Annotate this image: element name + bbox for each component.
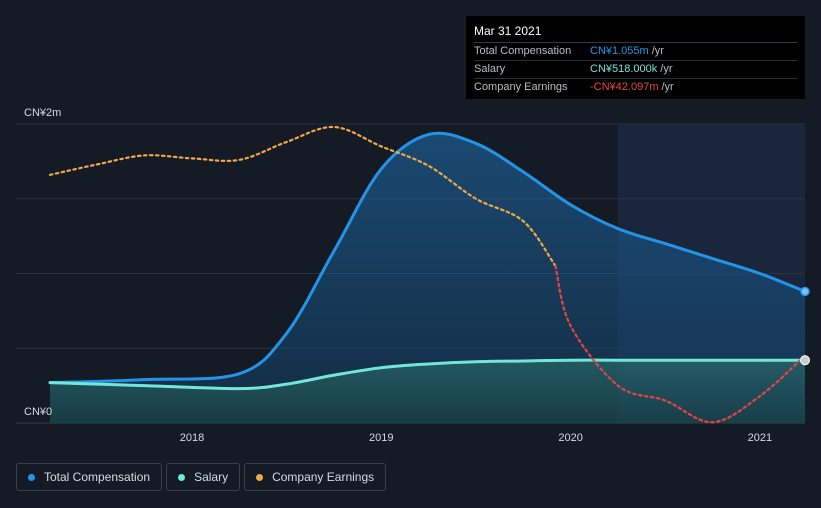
legend-dot-icon	[178, 473, 186, 481]
tooltip-label: Company Earnings	[474, 81, 568, 93]
x-tick-label: 2020	[558, 432, 582, 444]
y-tick-label-top: CN¥2m	[24, 107, 62, 119]
y-tick-label-bottom: CN¥0	[24, 406, 53, 418]
total-compensation-marker	[800, 286, 810, 297]
tooltip-value: CN¥1.055m	[590, 45, 649, 57]
tooltip-unit: /yr	[661, 81, 674, 93]
legend-item-total-compensation[interactable]: Total Compensation	[16, 463, 163, 491]
salary-marker	[800, 355, 810, 366]
legend: Total Compensation Salary Company Earnin…	[16, 463, 387, 491]
legend-item-salary[interactable]: Salary	[166, 463, 241, 491]
total-compensation-area	[50, 133, 805, 423]
tooltip-label: Salary	[474, 63, 506, 75]
legend-item-company-earnings[interactable]: Company Earnings	[244, 463, 387, 491]
tooltip-unit: /yr	[660, 63, 673, 75]
legend-dot-icon	[256, 473, 264, 481]
x-tick-label: 2021	[748, 432, 772, 444]
legend-label: Salary	[194, 470, 229, 484]
tooltip-date: Mar 31 2021	[474, 24, 797, 43]
salary-area	[50, 360, 805, 423]
company-earnings-line	[48, 125, 557, 268]
tooltip-value: CN¥518.000k	[590, 63, 658, 75]
salary-line	[48, 358, 807, 391]
tooltip-unit: /yr	[651, 45, 664, 57]
tooltip-row-earnings: Company Earnings -CN¥42.097m /yr	[474, 79, 797, 96]
legend-label: Total Compensation	[44, 470, 151, 484]
tooltip-row-total: Total Compensation CN¥1.055m /yr	[474, 43, 797, 61]
tooltip-value: -CN¥42.097m	[590, 81, 659, 93]
legend-dot-icon	[28, 473, 35, 481]
tooltip-label: Total Compensation	[474, 45, 572, 57]
tooltip-panel: Mar 31 2021 Total Compensation CN¥1.055m…	[466, 16, 805, 99]
tooltip-row-salary: Salary CN¥518.000k /yr	[474, 61, 797, 79]
total-compensation-line	[48, 131, 807, 385]
legend-label: Company Earnings	[272, 470, 375, 484]
x-tick-label: 2018	[180, 432, 204, 444]
company-earnings-negative-line	[554, 264, 807, 424]
x-tick-label: 2019	[369, 432, 393, 444]
